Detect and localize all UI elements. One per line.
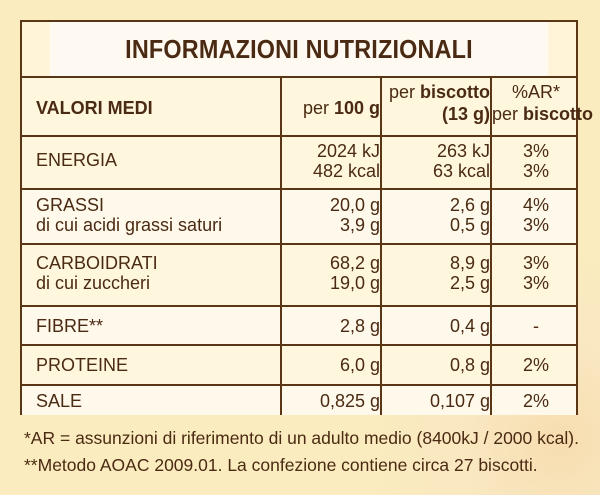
footnote-ar: *AR = assunzioni di riferimento di un ad… <box>24 428 579 448</box>
value-line: 68,2 g <box>329 253 380 273</box>
table-title: INFORMAZIONI NUTRIZIONALI <box>49 22 549 76</box>
value-per100-proteine: 6,0 g <box>339 355 380 375</box>
header-ar-word: biscotto <box>523 104 594 124</box>
value-perbiscotto-grassi: 2,6 g 0,5 g <box>382 195 490 235</box>
value-line: 3% <box>522 253 549 273</box>
value-line: 19,0 g <box>329 273 380 293</box>
value-ar-sale: 2% <box>522 391 549 411</box>
label-energia: ENERGIA <box>36 150 118 170</box>
value-per100-grassi: 20,0 g 3,9 g <box>284 195 380 235</box>
value-line: 482 kcal <box>312 161 380 181</box>
value-line: 3% <box>522 215 549 235</box>
label-proteine: PROTEINE <box>36 355 129 375</box>
value-line: 0,5 g <box>449 215 490 235</box>
header-per-biscotto-line2: (13 g) <box>441 104 490 124</box>
value-perbiscotto-sale: 0,107 g <box>429 391 490 411</box>
value-per100-fibre: 2,8 g <box>339 316 380 336</box>
value-line: 3% <box>522 161 549 181</box>
label-line: di cui zuccheri <box>36 273 151 293</box>
row-sale: SALE 0,825 g 0,107 g 2% <box>22 386 576 415</box>
header-per-biscotto-prefix: per <box>388 82 415 102</box>
header-per-biscotto: per biscotto (13 g) <box>382 82 490 124</box>
value-line: 2,6 g <box>449 195 490 215</box>
value-line: 8,9 g <box>449 253 490 273</box>
label-line: GRASSI <box>36 195 105 215</box>
label-sale: SALE <box>36 391 83 411</box>
label-line: di cui acidi grassi saturi <box>36 215 223 235</box>
value-ar-grassi: 4% 3% <box>492 195 580 235</box>
label-fibre: FIBRE** <box>36 316 104 336</box>
label-carboidrati: CARBOIDRATI di cui zuccheri <box>36 253 158 293</box>
footnote-method: **Metodo AOAC 2009.01. La confezione con… <box>24 455 538 475</box>
value-perbiscotto-energia: 263 kJ 63 kcal <box>382 141 490 181</box>
value-ar-proteine: 2% <box>522 355 549 375</box>
value-line: 3% <box>522 273 549 293</box>
row-carboidrati: CARBOIDRATI di cui zuccheri 68,2 g 19,0 … <box>22 245 576 305</box>
divider <box>22 384 576 386</box>
value-line: 63 kcal <box>432 161 490 181</box>
header-per-100g: per 100 g <box>284 98 380 118</box>
value-line: 3% <box>522 141 549 161</box>
value-line: 20,0 g <box>329 195 380 215</box>
header-ar: %AR* per biscotto <box>492 82 593 124</box>
header-ar-line2: per biscotto <box>492 104 593 124</box>
header-ar-line1: %AR* <box>511 82 560 102</box>
value-line: 2,5 g <box>449 273 490 293</box>
divider <box>22 344 576 346</box>
header-per100-value: 100 g <box>333 98 380 118</box>
value-per100-carboidrati: 68,2 g 19,0 g <box>284 253 380 293</box>
divider <box>22 135 576 137</box>
header-ar-prefix: per <box>492 104 519 124</box>
header-valori-medi: VALORI MEDI <box>36 98 153 118</box>
value-ar-carboidrati: 3% 3% <box>492 253 580 293</box>
value-per100-energia: 2024 kJ 482 kcal <box>284 141 380 181</box>
divider <box>22 76 576 78</box>
row-proteine: PROTEINE 6,0 g 0,8 g 2% <box>22 346 576 384</box>
value-perbiscotto-fibre: 0,4 g <box>449 316 490 336</box>
label-line: CARBOIDRATI <box>36 253 158 273</box>
row-grassi: GRASSI di cui acidi grassi saturi 20,0 g… <box>22 190 576 243</box>
value-perbiscotto-proteine: 0,8 g <box>449 355 490 375</box>
value-ar-fibre: - <box>533 316 539 336</box>
divider <box>22 305 576 307</box>
row-fibre: FIBRE** 2,8 g 0,4 g - <box>22 307 576 344</box>
header-per-biscotto-line1: per biscotto <box>382 82 490 102</box>
column-divider <box>280 78 282 415</box>
column-divider <box>380 78 382 415</box>
divider <box>22 188 576 190</box>
column-divider <box>490 78 492 415</box>
value-perbiscotto-carboidrati: 8,9 g 2,5 g <box>382 253 490 293</box>
value-per100-sale: 0,825 g <box>319 391 380 411</box>
header-per-biscotto-word: biscotto <box>420 82 490 102</box>
header-per100-prefix: per <box>302 98 329 118</box>
value-line: 4% <box>522 195 549 215</box>
value-line: 3,9 g <box>339 215 380 235</box>
header-row: VALORI MEDI per 100 g per biscotto (13 g… <box>22 78 593 135</box>
value-line: 263 kJ <box>436 141 490 161</box>
value-ar-energia: 3% 3% <box>492 141 580 181</box>
value-line: 2024 kJ <box>316 141 380 161</box>
row-energia: ENERGIA 2024 kJ 482 kcal 263 kJ 63 kcal … <box>22 137 576 188</box>
label-grassi: GRASSI di cui acidi grassi saturi <box>36 195 222 235</box>
nutrition-table: INFORMAZIONI NUTRIZIONALI VALORI MEDI pe… <box>20 20 593 415</box>
divider <box>22 243 576 245</box>
